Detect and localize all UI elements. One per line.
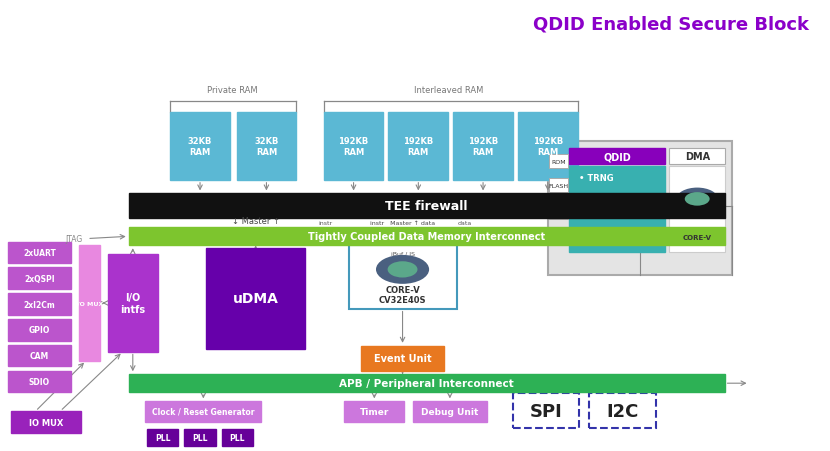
FancyBboxPatch shape (344, 401, 404, 422)
Text: • AES: • AES (579, 193, 606, 202)
FancyBboxPatch shape (589, 393, 656, 428)
Text: GPIO: GPIO (29, 326, 50, 335)
Text: Tightly Coupled Data Memory Interconnect: Tightly Coupled Data Memory Interconnect (308, 232, 545, 242)
Text: 2xQSPI: 2xQSPI (24, 274, 55, 283)
Text: 2xUART: 2xUART (23, 249, 56, 258)
FancyBboxPatch shape (324, 113, 383, 180)
Text: FLASH: FLASH (549, 183, 569, 189)
Text: PLL: PLL (155, 433, 170, 442)
Text: • TRNG: • TRNG (579, 174, 614, 183)
FancyBboxPatch shape (147, 429, 178, 446)
Text: JTAG: JTAG (66, 235, 83, 244)
Text: I/O MUX: I/O MUX (75, 301, 104, 306)
FancyBboxPatch shape (8, 294, 71, 315)
FancyBboxPatch shape (8, 319, 71, 341)
Text: CORE-V
CV32E40S: CORE-V CV32E40S (378, 285, 427, 305)
Text: 192KB
RAM: 192KB RAM (533, 137, 563, 156)
Text: SPI: SPI (530, 402, 563, 420)
Text: Private RAM: Private RAM (208, 86, 257, 95)
Text: uDMA: uDMA (232, 292, 279, 306)
FancyBboxPatch shape (8, 268, 71, 290)
FancyBboxPatch shape (129, 194, 725, 219)
FancyBboxPatch shape (237, 113, 296, 180)
FancyBboxPatch shape (549, 179, 568, 193)
Circle shape (676, 188, 718, 211)
Text: I2C: I2C (606, 402, 639, 420)
FancyBboxPatch shape (548, 142, 732, 275)
Text: Debug Unit: Debug Unit (421, 407, 479, 416)
Text: 2xI2Cm: 2xI2Cm (23, 300, 56, 309)
FancyBboxPatch shape (349, 246, 456, 309)
FancyBboxPatch shape (361, 346, 444, 371)
FancyBboxPatch shape (170, 113, 230, 180)
Circle shape (376, 255, 429, 284)
FancyBboxPatch shape (145, 401, 261, 422)
Text: CAM: CAM (30, 351, 49, 360)
Text: CORE-V: CORE-V (683, 234, 711, 240)
FancyBboxPatch shape (669, 149, 725, 165)
FancyBboxPatch shape (453, 113, 513, 180)
FancyBboxPatch shape (388, 113, 448, 180)
FancyBboxPatch shape (206, 248, 305, 350)
Text: PLL: PLL (230, 433, 245, 442)
Text: DMA: DMA (685, 152, 710, 162)
FancyBboxPatch shape (549, 155, 568, 169)
Text: ROM: ROM (551, 159, 566, 165)
Text: 192KB
RAM: 192KB RAM (468, 137, 498, 156)
Text: data: data (457, 221, 472, 226)
Text: 32KB
RAM: 32KB RAM (254, 137, 279, 156)
Text: ↓ Master ↑: ↓ Master ↑ (232, 216, 280, 226)
Text: 192KB
RAM: 192KB RAM (339, 137, 369, 156)
FancyBboxPatch shape (8, 345, 71, 367)
Text: QDID: QDID (603, 152, 631, 162)
FancyBboxPatch shape (8, 242, 71, 264)
FancyBboxPatch shape (413, 401, 487, 422)
Text: PLL: PLL (193, 433, 208, 442)
FancyBboxPatch shape (569, 167, 665, 253)
Text: TEE firewall: TEE firewall (385, 200, 468, 213)
FancyBboxPatch shape (669, 167, 725, 253)
Text: APB / Peripheral Interconnect: APB / Peripheral Interconnect (339, 378, 514, 388)
Text: IO MUX: IO MUX (29, 418, 63, 427)
Text: Timer: Timer (359, 407, 389, 416)
Text: Clock / Reset Generator: Clock / Reset Generator (152, 407, 255, 416)
Circle shape (685, 193, 710, 206)
Text: • ECC: • ECC (579, 230, 606, 239)
FancyBboxPatch shape (79, 246, 100, 361)
Text: QDID Enabled Secure Block: QDID Enabled Secure Block (533, 16, 809, 34)
Text: 192KB
RAM: 192KB RAM (403, 137, 433, 156)
Text: I/O
intfs: I/O intfs (120, 293, 145, 314)
Text: • SHA: • SHA (579, 212, 607, 221)
Text: FIFO: FIFO (551, 210, 566, 216)
FancyBboxPatch shape (222, 429, 253, 446)
Text: Event Unit: Event Unit (374, 353, 432, 364)
FancyBboxPatch shape (129, 374, 725, 392)
FancyBboxPatch shape (184, 429, 216, 446)
FancyBboxPatch shape (108, 255, 158, 352)
Text: instr   Master ↑ data: instr Master ↑ data (370, 221, 435, 226)
Text: SDIO: SDIO (29, 377, 50, 386)
FancyBboxPatch shape (513, 393, 579, 428)
FancyBboxPatch shape (11, 411, 81, 433)
Text: iBuf / IS: iBuf / IS (391, 251, 414, 256)
Text: instr: instr (318, 221, 333, 226)
Text: Interleaved RAM: Interleaved RAM (413, 86, 483, 95)
FancyBboxPatch shape (518, 113, 578, 180)
FancyBboxPatch shape (129, 228, 725, 246)
Circle shape (388, 262, 417, 278)
Text: 32KB
RAM: 32KB RAM (188, 137, 212, 156)
FancyBboxPatch shape (569, 149, 665, 165)
FancyBboxPatch shape (549, 206, 568, 220)
FancyBboxPatch shape (8, 371, 71, 392)
